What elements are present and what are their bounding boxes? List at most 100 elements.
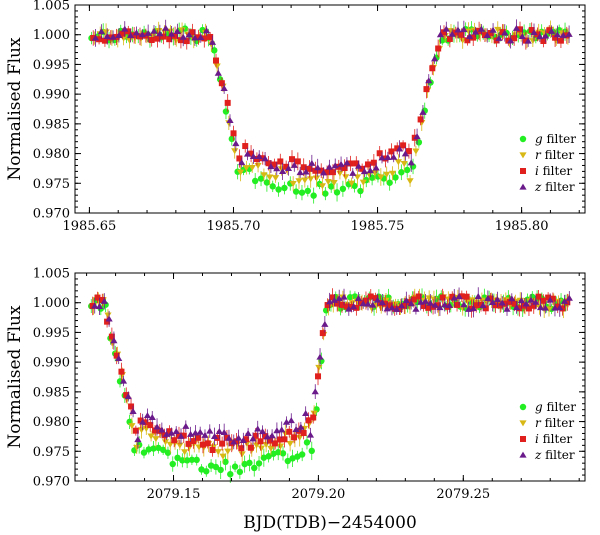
data-point (426, 299, 434, 306)
data-point (507, 37, 515, 44)
data-point (386, 302, 393, 309)
data-point (315, 373, 322, 380)
legend-label-i: i filter (535, 164, 572, 178)
data-point (565, 30, 573, 37)
data-point (223, 434, 230, 441)
data-point (276, 443, 285, 450)
data-point (161, 439, 170, 446)
data-point (301, 177, 309, 184)
data-point (271, 440, 278, 447)
data-point (201, 431, 209, 438)
data-point (479, 301, 487, 308)
data-point (452, 29, 459, 36)
data-point (242, 165, 250, 172)
data-point (559, 31, 567, 38)
data-point (129, 408, 137, 415)
data-point (517, 26, 524, 33)
data-point (249, 435, 257, 442)
data-point (324, 302, 331, 309)
data-point (222, 108, 230, 115)
data-point (306, 165, 313, 172)
y-tick-label: 0.980 (33, 415, 70, 430)
data-point (236, 155, 243, 162)
data-point (199, 441, 206, 448)
data-point (431, 55, 439, 62)
data-point (210, 432, 219, 439)
data-point (154, 35, 161, 42)
data-point (281, 184, 288, 192)
data-point (324, 178, 332, 185)
data-point (473, 302, 480, 309)
y-tick-label: 1.005 (33, 0, 70, 14)
data-point (166, 441, 174, 448)
data-point (394, 159, 402, 166)
data-point (204, 440, 211, 447)
data-point (489, 26, 497, 33)
data-point (147, 422, 154, 429)
legend-marker-r (519, 420, 527, 427)
data-point (498, 299, 506, 306)
data-point (159, 446, 167, 454)
data-point (384, 154, 392, 161)
data-point (324, 169, 331, 176)
data-point (534, 31, 541, 38)
data-point (167, 30, 176, 37)
data-point (182, 422, 190, 429)
data-point (303, 439, 311, 446)
x-tick-label: 2079.25 (436, 487, 490, 502)
data-point (406, 178, 414, 185)
data-point (188, 456, 196, 463)
data-point (113, 352, 120, 359)
data-point (292, 425, 300, 432)
data-point (242, 143, 249, 150)
data-point (528, 27, 535, 34)
data-point (458, 293, 465, 300)
y-tick-label: 0.980 (33, 147, 70, 162)
data-point (346, 293, 354, 301)
data-point (158, 426, 166, 433)
data-point (398, 169, 405, 176)
data-point (388, 304, 396, 311)
data-point (172, 32, 179, 39)
data-point (148, 414, 156, 421)
data-point (442, 25, 450, 32)
data-point (195, 434, 202, 441)
y-tick-label: 0.970 (33, 207, 70, 222)
data-points (88, 287, 573, 483)
data-point (474, 293, 482, 300)
series-i (90, 21, 570, 181)
data-point (455, 293, 463, 300)
data-point (259, 155, 266, 162)
data-point (209, 447, 216, 454)
data-point (431, 301, 439, 308)
data-point (391, 305, 398, 312)
data-point (464, 28, 473, 35)
data-point (434, 302, 441, 309)
data-point (532, 298, 540, 305)
data-point (275, 186, 282, 193)
data-point (530, 29, 538, 36)
data-point (267, 445, 275, 452)
x-tick-label: 1985.75 (351, 219, 405, 234)
data-point (512, 304, 521, 311)
data-point (369, 301, 377, 308)
data-point (302, 168, 310, 175)
data-point (441, 29, 448, 36)
x-tick-label: 1985.70 (207, 219, 261, 234)
data-point (401, 302, 408, 309)
data-point (357, 187, 364, 195)
data-point (329, 294, 336, 301)
data-point (212, 57, 219, 64)
data-point (308, 159, 316, 166)
plot-frame (74, 272, 586, 482)
legend-label-g: g filter (535, 132, 576, 146)
data-point (448, 30, 456, 37)
data-point (230, 130, 237, 137)
data-point (99, 296, 106, 303)
data-point (446, 35, 453, 42)
data-point (311, 388, 319, 395)
data-point (471, 28, 480, 35)
data-point (214, 449, 222, 456)
legend-label-r: r filter (535, 148, 574, 162)
